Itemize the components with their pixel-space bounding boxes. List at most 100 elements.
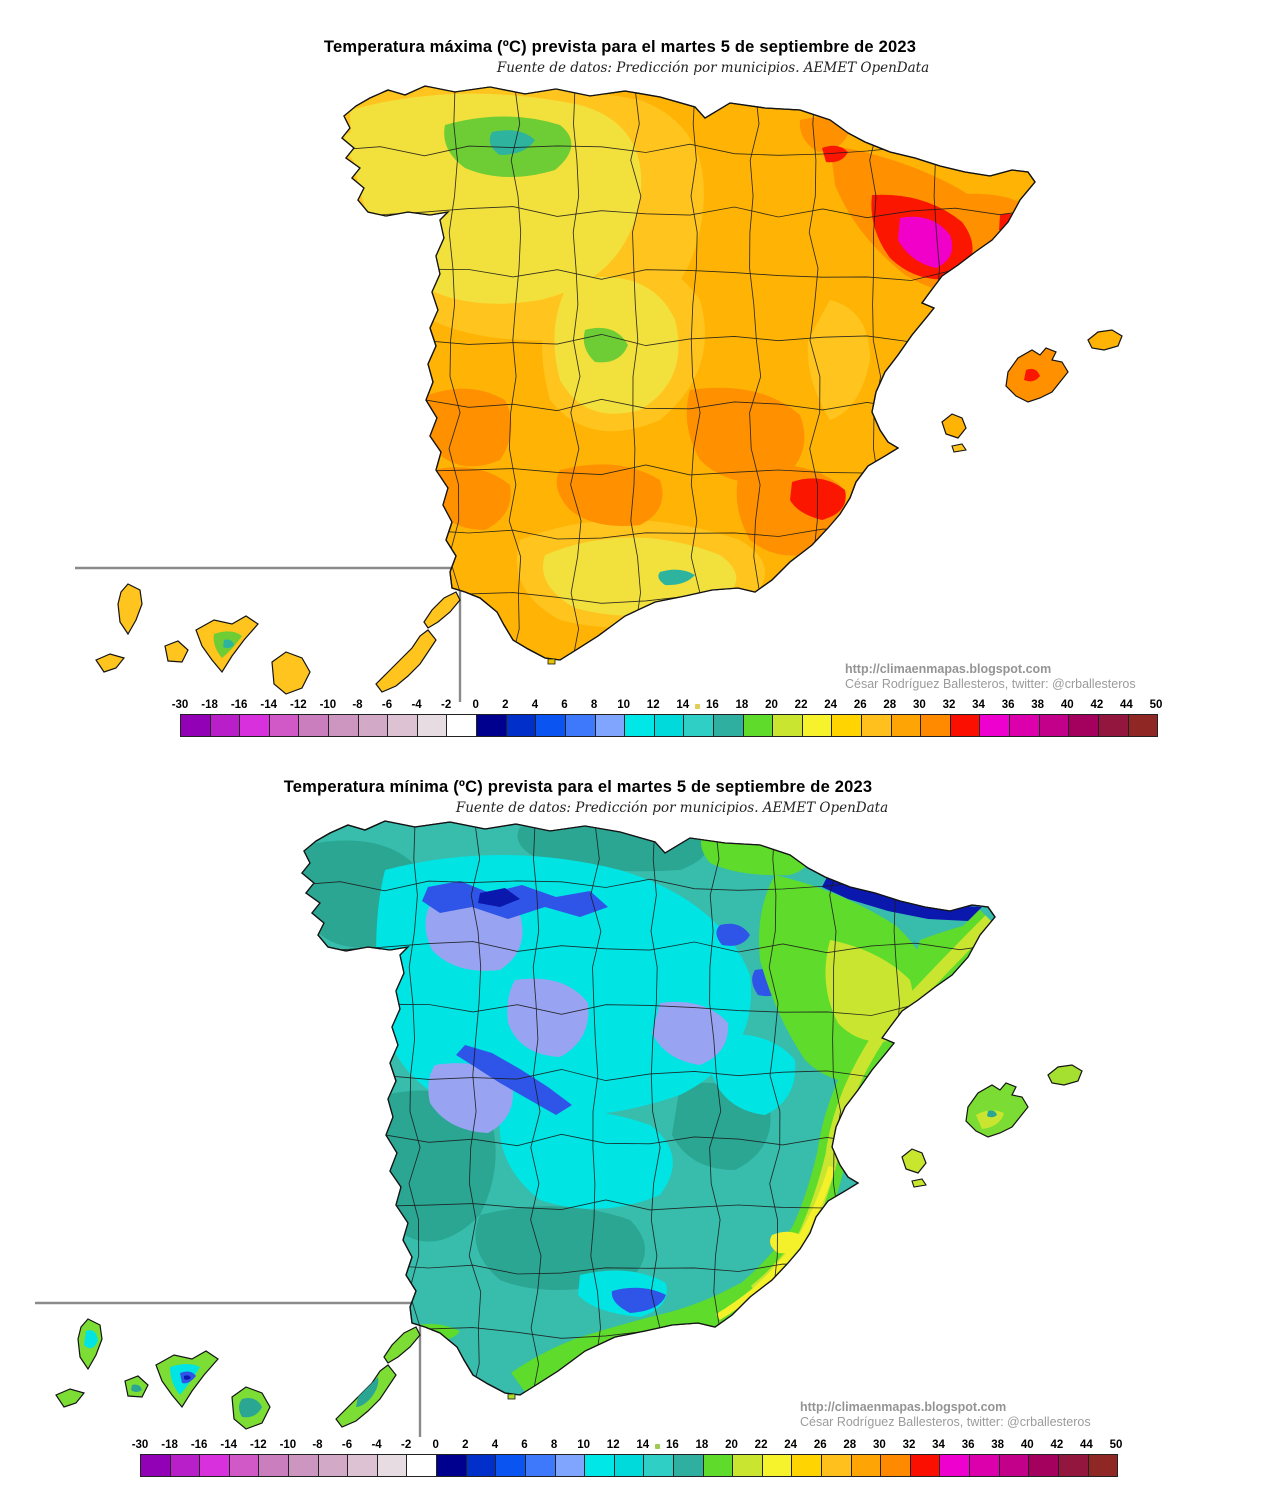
scale-segment	[181, 715, 211, 736]
scale-tick-label: -30	[131, 1439, 149, 1451]
scale-segment	[407, 1455, 438, 1476]
scale-tick-label: -8	[312, 1439, 323, 1451]
scale-segment	[299, 715, 330, 736]
scale-bar	[180, 714, 1158, 737]
panel-min-temperature: Temperatura mínima (ºC) prevista para el…	[0, 740, 1280, 1498]
scale-tick-label: 16	[705, 699, 719, 711]
canary-islands	[55, 1318, 421, 1430]
scale-segment	[496, 1455, 526, 1476]
alboran-island	[547, 658, 556, 665]
weather-map-min	[35, 820, 1083, 1437]
scale-tick-label: 28	[843, 1439, 857, 1451]
map-title: Temperatura máxima (ºC) prevista para el…	[323, 38, 917, 56]
scale-segment	[792, 1455, 823, 1476]
scale-segment	[1010, 715, 1040, 736]
scale-tick-label: 44	[1080, 1439, 1093, 1451]
scale-tick-label: 4	[531, 699, 539, 711]
scale-segment	[318, 1455, 349, 1476]
scale-segment	[644, 1455, 674, 1476]
scale-tick-label: 34	[932, 1439, 945, 1451]
scale-segment	[684, 715, 714, 736]
scale-segment	[259, 1455, 290, 1476]
scale-tick-label: 14	[636, 1439, 650, 1451]
scale-tick-label: 34	[972, 699, 985, 711]
panel-max-temperature: Temperatura máxima (ºC) prevista para el…	[75, 38, 1163, 737]
scale-segment	[1098, 715, 1129, 736]
scale-tick-label: 18	[695, 1439, 709, 1451]
scale-segment	[595, 715, 626, 736]
scale-segment	[525, 1455, 556, 1476]
scale-tick-label: 50	[1149, 699, 1163, 711]
scale-tick-label: -14	[260, 699, 278, 711]
scale-segment	[970, 1455, 1000, 1476]
scale-segment	[891, 715, 922, 736]
scale-segment	[358, 715, 389, 736]
scale-segment	[1058, 1455, 1089, 1476]
scale-tick-label: 2	[502, 699, 509, 711]
scale-tick-label: 42	[1090, 699, 1104, 711]
map-subtitle: Fuente de datos: Predicción por municipi…	[455, 800, 889, 816]
scale-tick-label: -2	[401, 1439, 412, 1451]
scale-tick-label: 10	[577, 1439, 591, 1451]
scale-tick-label: 24	[784, 1439, 798, 1451]
scale-segment	[170, 1455, 201, 1476]
scale-tick-label: 50	[1109, 1439, 1123, 1451]
scale-segment	[555, 1455, 586, 1476]
scale-tick-label: 36	[961, 1439, 975, 1451]
scale-tick-label: 0	[472, 699, 479, 711]
scale-tick-label: -6	[381, 699, 393, 711]
scale-segment	[417, 715, 448, 736]
scale-tick-label: 36	[1001, 699, 1015, 711]
scale-segment	[980, 715, 1011, 736]
scale-tick-label: 18	[735, 699, 749, 711]
scale-tick-label: 4	[491, 1439, 499, 1451]
map-title: Temperatura mínima (ºC) prevista para el…	[283, 778, 873, 796]
scale-segment	[437, 1455, 467, 1476]
scale-segment	[141, 1455, 171, 1476]
scale-segment	[536, 715, 566, 736]
scale-segment	[862, 715, 892, 736]
scale-tick-label: 6	[561, 699, 568, 711]
scale-segment	[881, 1455, 911, 1476]
scale-segment	[762, 1455, 793, 1476]
scale-segment	[377, 1455, 408, 1476]
scale-segment	[1069, 715, 1099, 736]
scale-segment	[802, 715, 833, 736]
scale-tick-label: -2	[441, 699, 452, 711]
credits: http://climaenmapas.blogspot.com César R…	[845, 662, 1136, 692]
scale-tick-label: 26	[813, 1439, 827, 1451]
scale-segment	[822, 1455, 852, 1476]
scale-tick-label: 14	[676, 699, 690, 711]
scale-tick-label: -4	[371, 1439, 382, 1451]
scale-segment	[447, 715, 478, 736]
scale-tick-label: 8	[550, 1439, 558, 1451]
scale-tick-label: 22	[794, 699, 808, 711]
credit-url: http://climaenmapas.blogspot.com	[800, 1400, 1007, 1414]
scale-segment	[832, 715, 863, 736]
scale-tick-label: 6	[521, 1439, 528, 1451]
scale-tick-label: -14	[220, 1439, 238, 1451]
scale-segment	[851, 1455, 882, 1476]
scale-tick-label: 16	[665, 1439, 679, 1451]
scale-segment	[477, 715, 507, 736]
credit-author: César Rodríguez Ballesteros, twitter: @c…	[845, 677, 1136, 691]
alboran-island	[507, 1393, 516, 1400]
credit-url: http://climaenmapas.blogspot.com	[845, 662, 1052, 676]
scale-segment	[269, 715, 300, 736]
scale-tick-label: 42	[1050, 1439, 1064, 1451]
scale-tick-label: -18	[161, 1439, 178, 1451]
scale-tick-label: -6	[341, 1439, 353, 1451]
scale-segment	[773, 715, 803, 736]
credit-author: César Rodríguez Ballesteros, twitter: @c…	[800, 1415, 1091, 1429]
scale-tick-label: 24	[824, 699, 838, 711]
scale-tick-label: 30	[872, 1439, 886, 1451]
scale-tick-label: -30	[171, 699, 189, 711]
scale-tick-label: -8	[352, 699, 363, 711]
scale-segment	[654, 715, 685, 736]
scale-segment	[614, 1455, 645, 1476]
scale-segment	[240, 715, 270, 736]
scale-segment	[625, 715, 655, 736]
scale-tick-label: 38	[1031, 699, 1045, 711]
scale-tick-label: -12	[249, 1439, 267, 1451]
